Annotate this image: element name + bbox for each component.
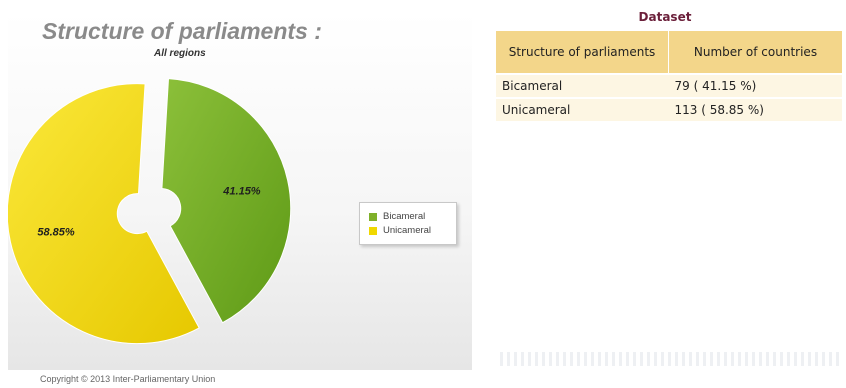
faint-footer-strip (500, 352, 840, 366)
pie-chart: 41.15% 58.85% (8, 78, 292, 345)
legend-swatch-bicameral (369, 212, 377, 221)
pie-slice-bicameral (161, 78, 292, 324)
pie-labels: 41.15% 58.85% (37, 185, 260, 238)
table-cell-count: 113 ( 58.85 %) (668, 97, 842, 121)
legend-label-bicameral: Bicameral (383, 211, 426, 222)
dataset-table: Structure of parliaments Number of count… (496, 31, 842, 121)
legend-swatch-unicameral (369, 226, 377, 235)
chart-subtitle: All regions (154, 48, 206, 59)
table-header-row: Structure of parliaments Number of count… (496, 31, 842, 74)
legend-label-unicameral: Unicameral (383, 225, 432, 236)
table-header-count: Number of countries (668, 31, 842, 74)
copyright-notice: Copyright © 2013 Inter-Parliamentary Uni… (40, 374, 216, 384)
table-header-structure: Structure of parliaments (496, 31, 669, 74)
pie-label-unicameral: 58.85% (37, 227, 75, 239)
legend-item-bicameral: Bicameral (369, 211, 425, 222)
chart-panel: 41.15% 58.85% Structure of parliaments : … (8, 12, 472, 370)
table-row: Bicameral 79 ( 41.15 %) (496, 73, 842, 98)
table-row: Unicameral 113 ( 58.85 %) (496, 97, 842, 121)
table-cell-structure: Bicameral (496, 73, 669, 98)
pie-slices (8, 78, 292, 345)
table-cell-structure: Unicameral (496, 97, 669, 121)
pie-slice-unicameral (8, 83, 200, 345)
table-cell-count: 79 ( 41.15 %) (668, 73, 842, 98)
chart-title: Structure of parliaments : (42, 18, 322, 44)
pie-label-bicameral: 41.15% (222, 185, 261, 197)
legend-item-unicameral: Unicameral (369, 225, 431, 236)
chart-legend: Bicameral Unicameral (359, 202, 457, 245)
dataset-title: Dataset (638, 10, 692, 24)
